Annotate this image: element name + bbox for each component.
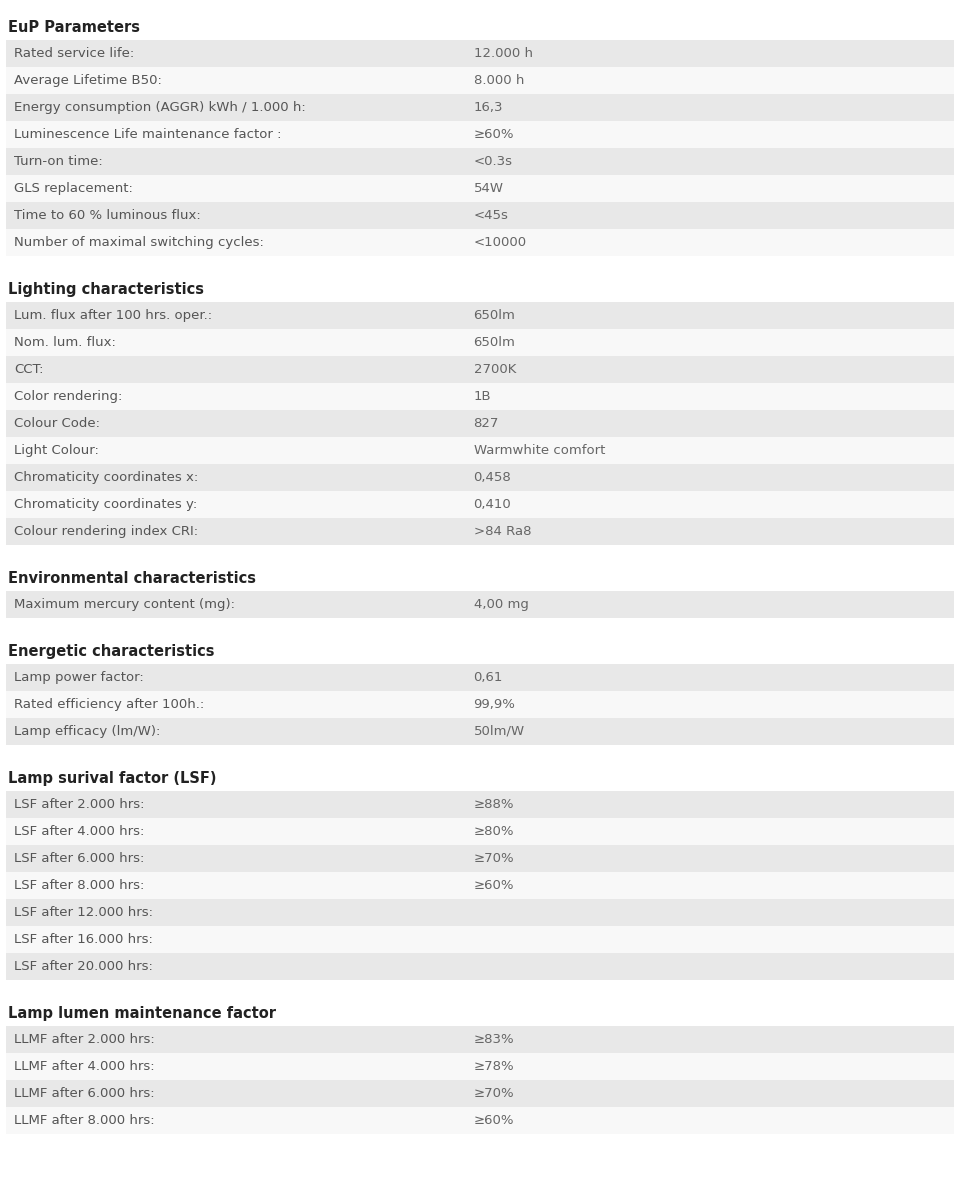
Bar xyxy=(6,926,954,953)
Text: <45s: <45s xyxy=(473,209,509,223)
Text: >84 Ra8: >84 Ra8 xyxy=(473,525,531,538)
Text: Chromaticity coordinates y:: Chromaticity coordinates y: xyxy=(13,497,197,511)
Text: Light Colour:: Light Colour: xyxy=(13,444,99,457)
Bar xyxy=(6,1081,954,1107)
Text: Lighting characteristics: Lighting characteristics xyxy=(8,282,204,298)
Text: 50lm/W: 50lm/W xyxy=(473,725,525,738)
Bar xyxy=(6,1026,954,1053)
Text: <0.3s: <0.3s xyxy=(473,155,513,168)
Bar xyxy=(6,845,954,872)
Text: Lum. flux after 100 hrs. oper.:: Lum. flux after 100 hrs. oper.: xyxy=(13,309,212,322)
Text: Time to 60 % luminous flux:: Time to 60 % luminous flux: xyxy=(13,209,201,223)
Text: Nom. lum. flux:: Nom. lum. flux: xyxy=(13,336,115,349)
Text: ≥88%: ≥88% xyxy=(473,798,515,812)
Bar xyxy=(6,872,954,898)
Text: 0,61: 0,61 xyxy=(473,671,503,684)
Text: Rated efficiency after 100h.:: Rated efficiency after 100h.: xyxy=(13,699,204,710)
Text: LSF after 16.000 hrs:: LSF after 16.000 hrs: xyxy=(13,933,153,946)
Text: Average Lifetime B50:: Average Lifetime B50: xyxy=(13,74,161,87)
Text: LLMF after 2.000 hrs:: LLMF after 2.000 hrs: xyxy=(13,1033,155,1046)
Text: LSF after 6.000 hrs:: LSF after 6.000 hrs: xyxy=(13,852,144,865)
Text: Environmental characteristics: Environmental characteristics xyxy=(8,571,255,587)
Bar xyxy=(6,464,954,491)
Bar xyxy=(6,40,954,67)
Text: ≥78%: ≥78% xyxy=(473,1060,515,1073)
Bar xyxy=(6,664,954,691)
Text: EuP Parameters: EuP Parameters xyxy=(8,20,140,36)
Bar xyxy=(6,591,954,618)
Text: ≥83%: ≥83% xyxy=(473,1033,515,1046)
Bar xyxy=(6,356,954,383)
Text: Luminescence Life maintenance factor :: Luminescence Life maintenance factor : xyxy=(13,129,281,140)
Text: Energy consumption (AGGR) kWh / 1.000 h:: Energy consumption (AGGR) kWh / 1.000 h: xyxy=(13,101,305,114)
Text: 650lm: 650lm xyxy=(473,309,516,322)
Text: Chromaticity coordinates x:: Chromaticity coordinates x: xyxy=(13,471,198,484)
Text: LSF after 20.000 hrs:: LSF after 20.000 hrs: xyxy=(13,960,153,973)
Text: 0,458: 0,458 xyxy=(473,471,512,484)
Text: Lamp surival factor (LSF): Lamp surival factor (LSF) xyxy=(8,771,216,787)
Bar xyxy=(6,328,954,356)
Bar xyxy=(6,953,954,981)
Text: ≥80%: ≥80% xyxy=(473,825,515,838)
Text: 1B: 1B xyxy=(473,390,492,403)
Text: LLMF after 4.000 hrs:: LLMF after 4.000 hrs: xyxy=(13,1060,155,1073)
Text: 16,3: 16,3 xyxy=(473,101,503,114)
Text: Turn-on time:: Turn-on time: xyxy=(13,155,103,168)
Bar xyxy=(6,148,954,175)
Bar xyxy=(6,437,954,464)
Text: 650lm: 650lm xyxy=(473,336,516,349)
Text: Lamp lumen maintenance factor: Lamp lumen maintenance factor xyxy=(8,1007,276,1021)
Text: 54W: 54W xyxy=(473,182,504,195)
Text: 99,9%: 99,9% xyxy=(473,699,516,710)
Text: ≥60%: ≥60% xyxy=(473,879,515,892)
Text: CCT:: CCT: xyxy=(13,363,43,376)
Bar xyxy=(6,175,954,202)
Text: 8.000 h: 8.000 h xyxy=(473,74,524,87)
Bar xyxy=(6,718,954,745)
Text: 2700K: 2700K xyxy=(473,363,516,376)
Text: LLMF after 8.000 hrs:: LLMF after 8.000 hrs: xyxy=(13,1114,155,1127)
Text: Number of maximal switching cycles:: Number of maximal switching cycles: xyxy=(13,236,264,249)
Text: Colour rendering index CRI:: Colour rendering index CRI: xyxy=(13,525,198,538)
Bar xyxy=(6,302,954,328)
Bar xyxy=(6,1053,954,1081)
Text: LSF after 8.000 hrs:: LSF after 8.000 hrs: xyxy=(13,879,144,892)
Text: LSF after 4.000 hrs:: LSF after 4.000 hrs: xyxy=(13,825,144,838)
Bar xyxy=(6,791,954,818)
Bar xyxy=(6,518,954,545)
Text: GLS replacement:: GLS replacement: xyxy=(13,182,132,195)
Bar xyxy=(6,1107,954,1134)
Text: ≥70%: ≥70% xyxy=(473,852,515,865)
Text: ≥60%: ≥60% xyxy=(473,129,515,140)
Bar xyxy=(6,67,954,94)
Text: LSF after 2.000 hrs:: LSF after 2.000 hrs: xyxy=(13,798,144,812)
Text: Rated service life:: Rated service life: xyxy=(13,46,134,60)
Bar xyxy=(6,383,954,411)
Bar xyxy=(6,491,954,518)
Text: 0,410: 0,410 xyxy=(473,497,512,511)
Text: Warmwhite comfort: Warmwhite comfort xyxy=(473,444,605,457)
Bar xyxy=(6,202,954,228)
Bar xyxy=(6,411,954,437)
Text: Colour Code:: Colour Code: xyxy=(13,416,100,430)
Bar xyxy=(6,818,954,845)
Text: ≥60%: ≥60% xyxy=(473,1114,515,1127)
Bar xyxy=(6,898,954,926)
Text: ≥70%: ≥70% xyxy=(473,1086,515,1100)
Bar xyxy=(6,691,954,718)
Text: Color rendering:: Color rendering: xyxy=(13,390,122,403)
Bar xyxy=(6,228,954,256)
Bar xyxy=(6,121,954,148)
Bar xyxy=(6,94,954,121)
Text: 12.000 h: 12.000 h xyxy=(473,46,533,60)
Text: Energetic characteristics: Energetic characteristics xyxy=(8,644,214,659)
Text: Lamp power factor:: Lamp power factor: xyxy=(13,671,143,684)
Text: LSF after 12.000 hrs:: LSF after 12.000 hrs: xyxy=(13,906,153,919)
Text: <10000: <10000 xyxy=(473,236,527,249)
Text: 827: 827 xyxy=(473,416,499,430)
Text: LLMF after 6.000 hrs:: LLMF after 6.000 hrs: xyxy=(13,1086,155,1100)
Text: Maximum mercury content (mg):: Maximum mercury content (mg): xyxy=(13,599,235,610)
Text: Lamp efficacy (lm/W):: Lamp efficacy (lm/W): xyxy=(13,725,160,738)
Text: 4,00 mg: 4,00 mg xyxy=(473,599,528,610)
